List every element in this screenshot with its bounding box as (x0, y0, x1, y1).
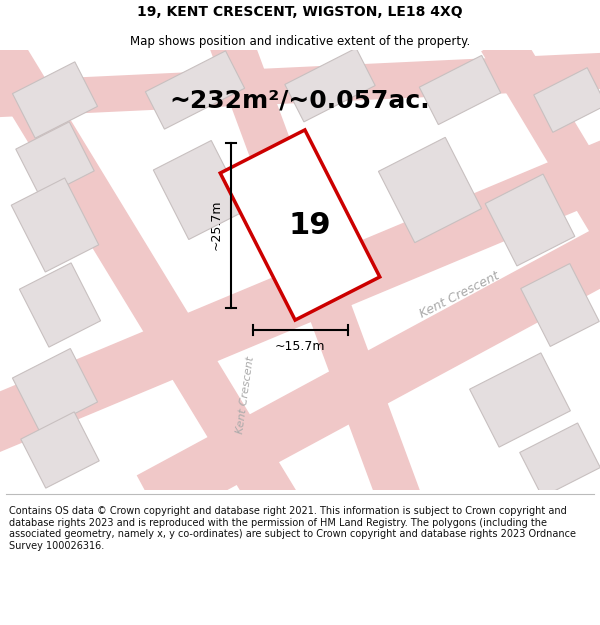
Polygon shape (209, 32, 421, 508)
Polygon shape (285, 48, 375, 122)
Polygon shape (419, 56, 501, 124)
Polygon shape (485, 174, 575, 266)
Polygon shape (137, 206, 600, 524)
Text: Kent Crescent: Kent Crescent (235, 356, 256, 434)
Polygon shape (154, 141, 247, 239)
Polygon shape (13, 349, 98, 431)
Polygon shape (379, 138, 482, 242)
Polygon shape (521, 264, 599, 346)
Polygon shape (13, 62, 98, 138)
Polygon shape (0, 38, 301, 522)
Text: ~15.7m: ~15.7m (275, 339, 325, 352)
Polygon shape (534, 68, 600, 132)
Polygon shape (21, 412, 99, 488)
Text: 19: 19 (289, 211, 331, 239)
Polygon shape (145, 51, 245, 129)
Polygon shape (470, 353, 571, 447)
Polygon shape (19, 263, 101, 347)
Polygon shape (220, 130, 380, 320)
Text: ~25.7m: ~25.7m (209, 200, 223, 250)
Text: Contains OS data © Crown copyright and database right 2021. This information is : Contains OS data © Crown copyright and d… (9, 506, 576, 551)
Polygon shape (481, 29, 600, 301)
Polygon shape (0, 52, 600, 118)
Polygon shape (16, 122, 94, 198)
Text: Kent Crescent: Kent Crescent (418, 269, 502, 321)
Text: Map shows position and indicative extent of the property.: Map shows position and indicative extent… (130, 34, 470, 48)
Polygon shape (11, 178, 99, 272)
Polygon shape (520, 423, 600, 497)
Polygon shape (0, 124, 600, 456)
Text: ~232m²/~0.057ac.: ~232m²/~0.057ac. (170, 88, 430, 112)
Text: 19, KENT CRESCENT, WIGSTON, LE18 4XQ: 19, KENT CRESCENT, WIGSTON, LE18 4XQ (137, 6, 463, 19)
